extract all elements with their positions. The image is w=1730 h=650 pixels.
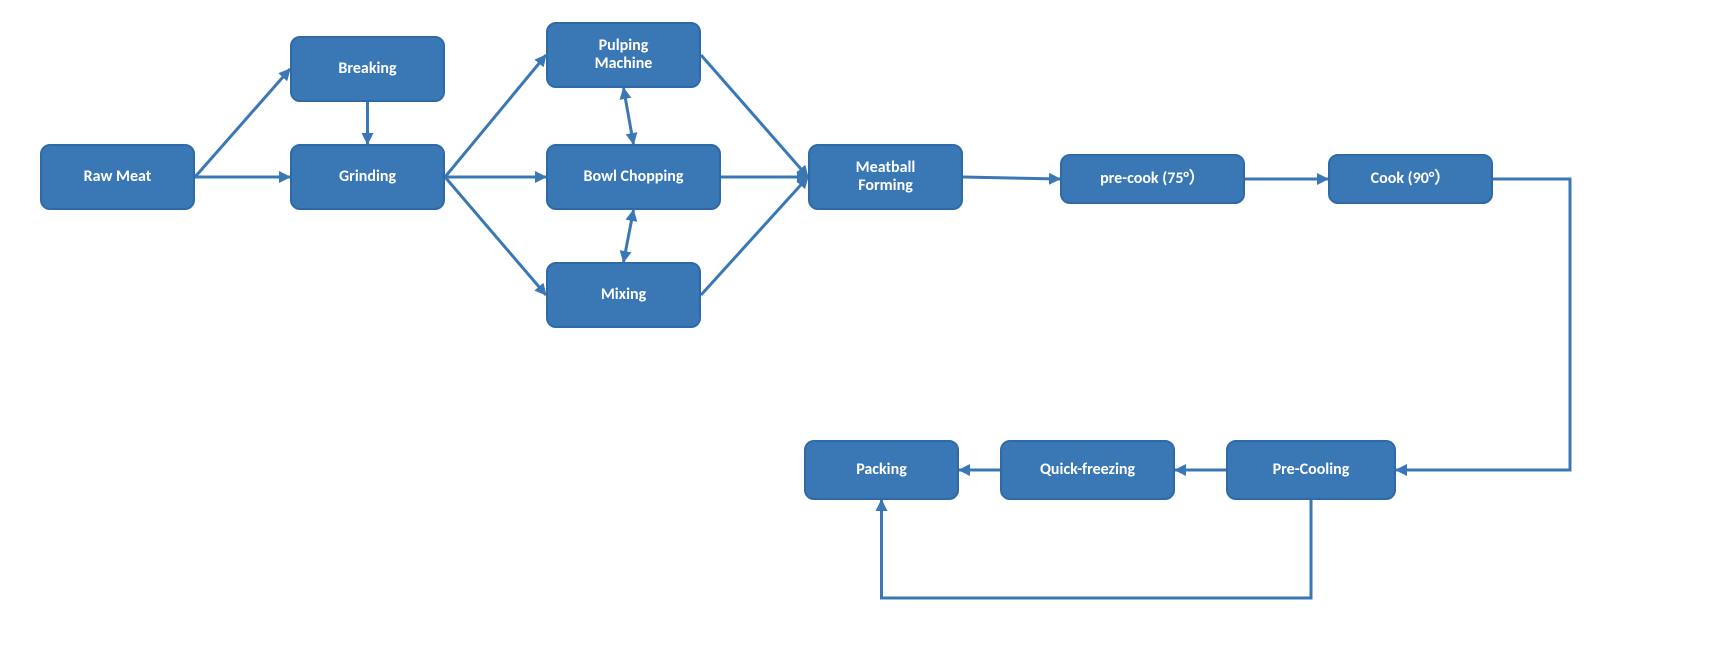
node-precook: pre-cook (75°）	[1060, 154, 1245, 204]
node-mixing: Mixing	[546, 262, 701, 328]
node-forming: Meatball Forming	[808, 144, 963, 210]
edge-precool-packing	[882, 500, 1312, 598]
node-pulping: Pulping Machine	[546, 22, 701, 88]
node-precool: Pre-Cooling	[1226, 440, 1396, 500]
node-freeze: Quick-freezing	[1000, 440, 1175, 500]
edge-raw-breaking	[195, 69, 290, 177]
edge-grinding-mixing	[445, 177, 546, 295]
edge-bowl-mixing	[624, 210, 634, 262]
node-bowl: Bowl Chopping	[546, 144, 721, 210]
node-packing: Packing	[804, 440, 959, 500]
flowchart-canvas: Raw Meat Breaking Grinding Pulping Machine B…	[0, 0, 1730, 650]
node-grinding: Grinding	[290, 144, 445, 210]
edges-layer	[0, 0, 1730, 650]
node-cook: Cook (90°）	[1328, 154, 1493, 204]
node-raw: Raw Meat	[40, 144, 195, 210]
edge-grinding-pulping	[445, 55, 546, 177]
edge-cook-precool	[1396, 179, 1570, 470]
edge-forming-precook	[963, 177, 1060, 179]
node-breaking: Breaking	[290, 36, 445, 102]
edge-bowl-pulping	[624, 88, 634, 144]
